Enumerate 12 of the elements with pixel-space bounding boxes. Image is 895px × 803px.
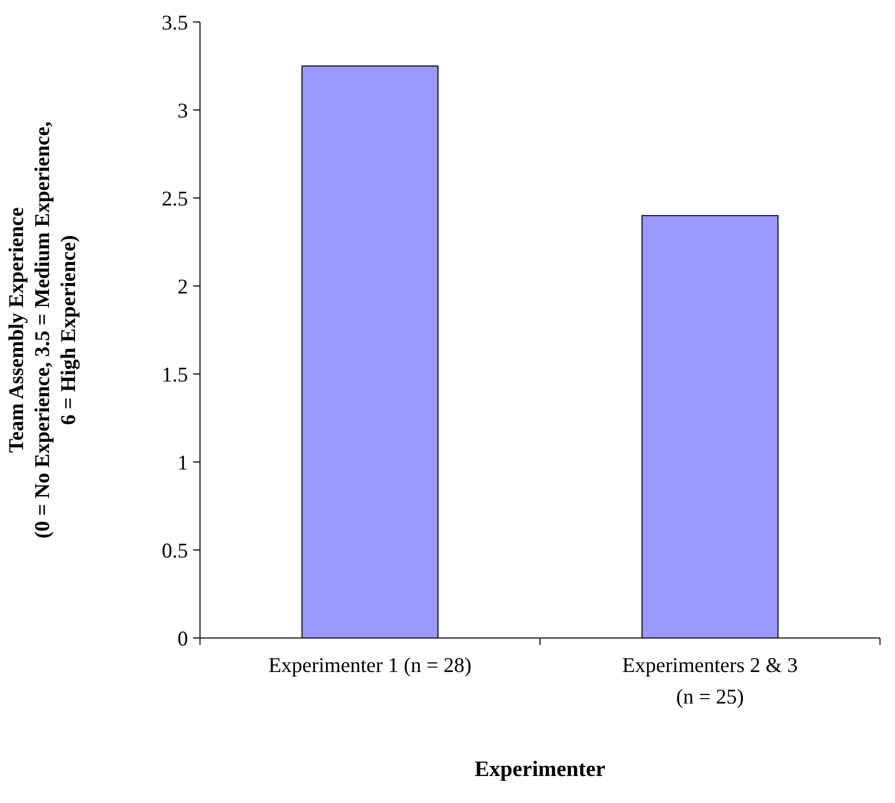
y-tick-label: 2 [178,274,188,298]
y-tick-label: 1.5 [162,362,188,386]
y-tick-label: 1 [178,450,188,474]
y-tick-label: 0.5 [162,538,188,562]
y-tick-label: 2.5 [162,186,188,210]
y-tick-label: 3.5 [162,10,188,34]
x-tick-label: Experimenter 1 (n = 28) [268,653,472,677]
y-axis-title: Team Assembly Experience (0 = No Experience, 3.5 = Medium Experience, 6 = High Experience) [4,121,80,539]
y-tick-label: 0 [178,626,188,650]
x-axis-title: Experimenter [474,756,606,781]
y-tick-label: 3 [178,98,188,122]
x-tick-label: Experimenters 2 & 3 (n = 25) [622,653,798,708]
